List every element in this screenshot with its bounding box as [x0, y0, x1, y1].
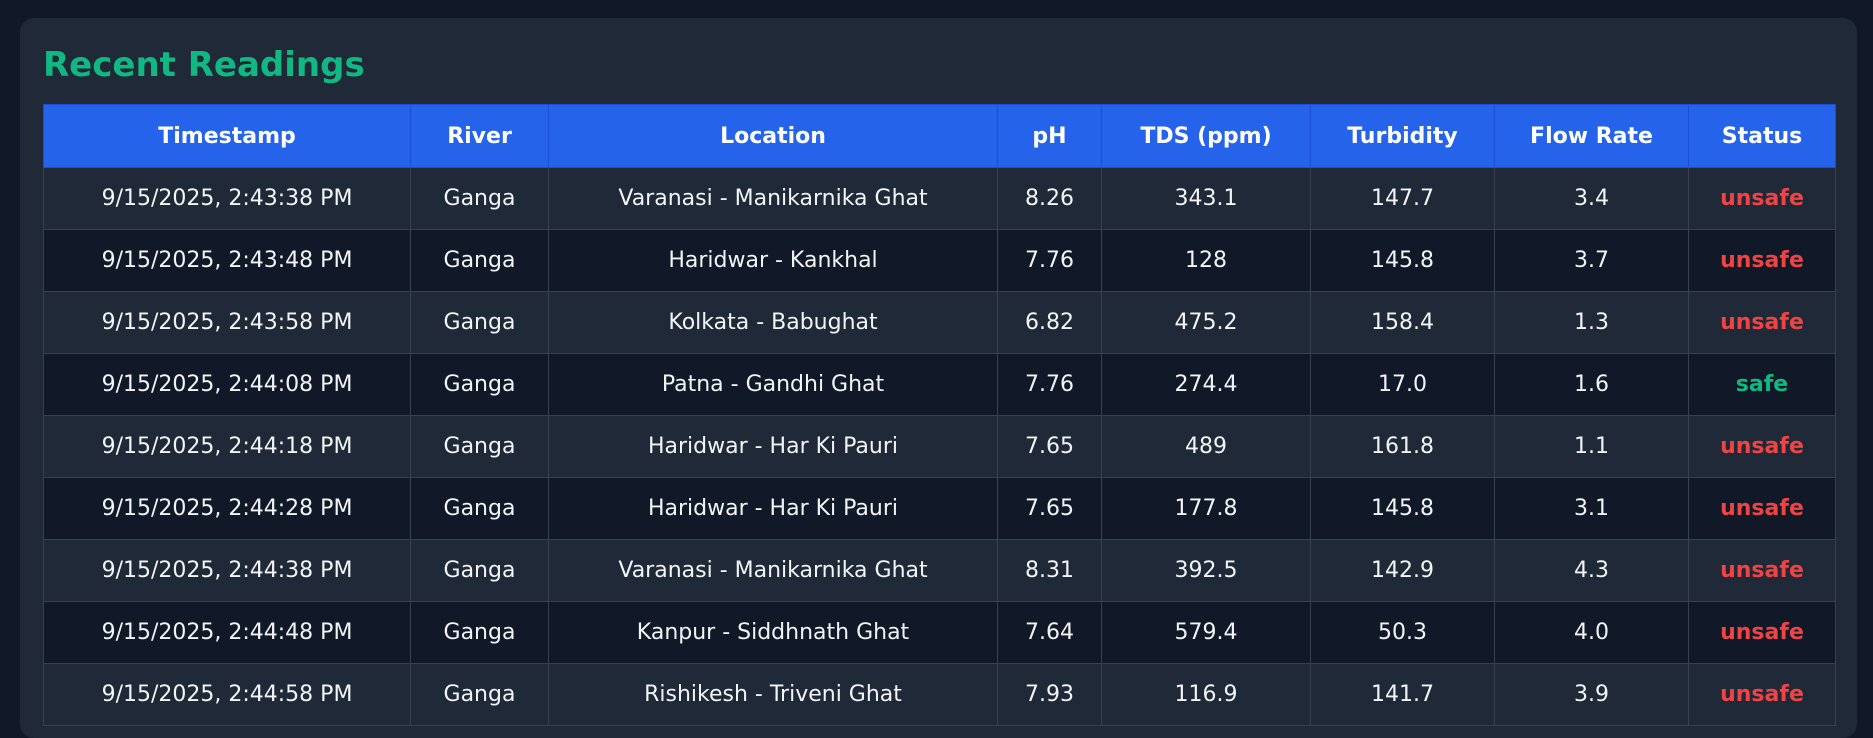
header-river[interactable]: River [410, 104, 549, 168]
header-flow-rate[interactable]: Flow Rate [1494, 104, 1689, 168]
cell-location: Haridwar - Har Ki Pauri [548, 415, 998, 478]
cell-river: Ganga [410, 663, 549, 726]
cell-status: unsafe [1688, 477, 1836, 540]
cell-location: Varanasi - Manikarnika Ghat [548, 539, 998, 602]
table-header-row: Timestamp River Location pH TDS (ppm) Tu… [43, 104, 1836, 168]
cell-flow-rate: 3.9 [1494, 663, 1689, 726]
cell-ph: 8.31 [997, 539, 1102, 602]
cell-tds: 274.4 [1101, 353, 1311, 416]
cell-tds: 392.5 [1101, 539, 1311, 602]
cell-location: Haridwar - Har Ki Pauri [548, 477, 998, 540]
cell-timestamp: 9/15/2025, 2:43:58 PM [43, 291, 411, 354]
cell-turbidity: 142.9 [1310, 539, 1495, 602]
cell-tds: 343.1 [1101, 167, 1311, 230]
cell-tds: 579.4 [1101, 601, 1311, 664]
cell-river: Ganga [410, 477, 549, 540]
cell-flow-rate: 1.3 [1494, 291, 1689, 354]
cell-timestamp: 9/15/2025, 2:43:38 PM [43, 167, 411, 230]
cell-river: Ganga [410, 353, 549, 416]
header-location[interactable]: Location [548, 104, 998, 168]
cell-river: Ganga [410, 291, 549, 354]
cell-timestamp: 9/15/2025, 2:44:08 PM [43, 353, 411, 416]
cell-status: unsafe [1688, 539, 1836, 602]
cell-ph: 7.76 [997, 229, 1102, 292]
cell-ph: 7.65 [997, 415, 1102, 478]
cell-status: unsafe [1688, 167, 1836, 230]
cell-timestamp: 9/15/2025, 2:44:48 PM [43, 601, 411, 664]
cell-status: unsafe [1688, 663, 1836, 726]
cell-ph: 7.93 [997, 663, 1102, 726]
cell-turbidity: 145.8 [1310, 229, 1495, 292]
cell-turbidity: 145.8 [1310, 477, 1495, 540]
table-row: 9/15/2025, 2:43:48 PM Ganga Haridwar - Kan… [43, 229, 1836, 292]
header-timestamp[interactable]: Timestamp [43, 104, 411, 168]
readings-table: Timestamp River Location pH TDS (ppm) Tu… [43, 104, 1836, 726]
cell-timestamp: 9/15/2025, 2:44:18 PM [43, 415, 411, 478]
cell-turbidity: 50.3 [1310, 601, 1495, 664]
cell-river: Ganga [410, 167, 549, 230]
cell-location: Varanasi - Manikarnika Ghat [548, 167, 998, 230]
table-row: 9/15/2025, 2:44:18 PM Ganga Haridwar - Har… [43, 415, 1836, 478]
header-turbidity[interactable]: Turbidity [1310, 104, 1495, 168]
header-ph[interactable]: pH [997, 104, 1102, 168]
cell-tds: 177.8 [1101, 477, 1311, 540]
cell-location: Patna - Gandhi Ghat [548, 353, 998, 416]
panel-title: Recent Readings [43, 45, 365, 85]
cell-flow-rate: 3.7 [1494, 229, 1689, 292]
cell-flow-rate: 4.0 [1494, 601, 1689, 664]
table-row: 9/15/2025, 2:44:48 PM Ganga Kanpur - Siddh… [43, 601, 1836, 664]
cell-status: unsafe [1688, 601, 1836, 664]
recent-readings-panel: Recent Readings Timestamp River Location… [20, 18, 1857, 738]
cell-ph: 7.65 [997, 477, 1102, 540]
cell-timestamp: 9/15/2025, 2:44:28 PM [43, 477, 411, 540]
cell-river: Ganga [410, 415, 549, 478]
cell-location: Rishikesh - Triveni Ghat [548, 663, 998, 726]
cell-status: unsafe [1688, 415, 1836, 478]
cell-tds: 489 [1101, 415, 1311, 478]
cell-river: Ganga [410, 601, 549, 664]
table-row: 9/15/2025, 2:43:58 PM Ganga Kolkata - Babu… [43, 291, 1836, 354]
cell-flow-rate: 3.1 [1494, 477, 1689, 540]
cell-ph: 7.76 [997, 353, 1102, 416]
cell-tds: 475.2 [1101, 291, 1311, 354]
cell-turbidity: 161.8 [1310, 415, 1495, 478]
cell-flow-rate: 1.1 [1494, 415, 1689, 478]
cell-ph: 7.64 [997, 601, 1102, 664]
cell-status: unsafe [1688, 291, 1836, 354]
table-row: 9/15/2025, 2:44:28 PM Ganga Haridwar - Har… [43, 477, 1836, 540]
cell-location: Kanpur - Siddhnath Ghat [548, 601, 998, 664]
cell-timestamp: 9/15/2025, 2:44:58 PM [43, 663, 411, 726]
cell-ph: 6.82 [997, 291, 1102, 354]
cell-river: Ganga [410, 229, 549, 292]
table-row: 9/15/2025, 2:44:38 PM Ganga Varanasi - Man… [43, 539, 1836, 602]
cell-timestamp: 9/15/2025, 2:43:48 PM [43, 229, 411, 292]
cell-status: safe [1688, 353, 1836, 416]
cell-turbidity: 141.7 [1310, 663, 1495, 726]
header-status[interactable]: Status [1688, 104, 1836, 168]
cell-location: Haridwar - Kankhal [548, 229, 998, 292]
cell-flow-rate: 4.3 [1494, 539, 1689, 602]
table-row: 9/15/2025, 2:44:08 PM Ganga Patna - Gandhi… [43, 353, 1836, 416]
cell-tds: 128 [1101, 229, 1311, 292]
cell-flow-rate: 3.4 [1494, 167, 1689, 230]
cell-tds: 116.9 [1101, 663, 1311, 726]
cell-turbidity: 147.7 [1310, 167, 1495, 230]
header-tds[interactable]: TDS (ppm) [1101, 104, 1311, 168]
cell-timestamp: 9/15/2025, 2:44:38 PM [43, 539, 411, 602]
table-row: 9/15/2025, 2:44:58 PM Ganga Rishikesh - Tr… [43, 663, 1836, 726]
cell-location: Kolkata - Babughat [548, 291, 998, 354]
cell-status: unsafe [1688, 229, 1836, 292]
cell-flow-rate: 1.6 [1494, 353, 1689, 416]
table-row: 9/15/2025, 2:43:38 PM Ganga Varanasi - Man… [43, 167, 1836, 230]
cell-river: Ganga [410, 539, 549, 602]
cell-turbidity: 17.0 [1310, 353, 1495, 416]
cell-turbidity: 158.4 [1310, 291, 1495, 354]
cell-ph: 8.26 [997, 167, 1102, 230]
